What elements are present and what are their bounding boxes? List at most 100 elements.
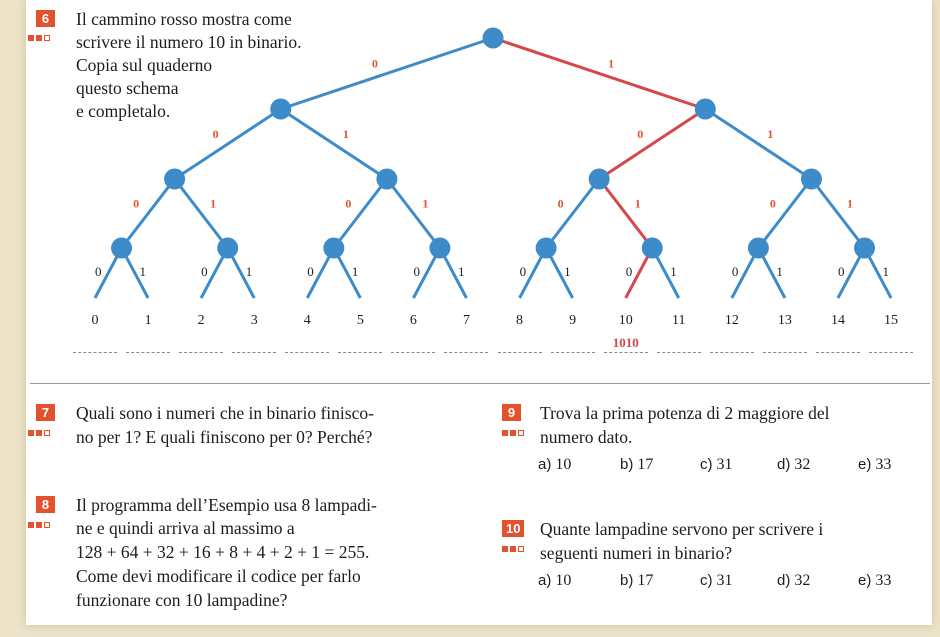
leaf-number: 13: [778, 313, 792, 328]
exercise-6-line-5: e completalo.: [76, 101, 171, 121]
option: d) 32: [777, 456, 810, 474]
tree-node: [747, 237, 769, 259]
path-edge-highlighted: [492, 36, 706, 111]
tree-node: [111, 237, 133, 259]
option: c) 31: [700, 456, 733, 474]
exercise-6-line-3: Copia sul quaderno: [76, 55, 213, 75]
answer-dash: [656, 352, 701, 353]
edge-bit-label: 0: [637, 127, 643, 141]
edge-bit-label: 1: [767, 127, 773, 141]
edge-bit-label: 1: [246, 264, 253, 279]
edge-bit-label: 1: [608, 57, 614, 71]
option-value: 31: [716, 572, 733, 589]
tree-node: [164, 168, 186, 190]
edge-bit-label: 0: [770, 197, 776, 211]
edge-bit-label: 1: [776, 264, 783, 279]
edge-bit-label: 1: [140, 264, 147, 279]
leaf-number: 12: [725, 313, 739, 328]
tree-edge: [332, 178, 389, 249]
answer-dash: [126, 352, 171, 353]
option-value: 33: [875, 456, 892, 473]
tree-edge: [280, 36, 494, 111]
tree-node: [694, 98, 716, 120]
answer-dash: [73, 352, 117, 353]
option-value: 10: [555, 456, 572, 473]
difficulty-indicator: [502, 546, 524, 552]
option-value: 17: [637, 572, 654, 589]
edge-bit-label: 1: [352, 264, 359, 279]
edge-bit-label: 0: [95, 264, 102, 279]
tree-node: [588, 168, 610, 190]
option: a) 10: [538, 456, 571, 474]
edge-bit-label: 1: [210, 197, 216, 211]
edge-bit-label: 1: [458, 264, 465, 279]
edge-bit-label: 0: [372, 57, 378, 71]
leaf-number: 11: [672, 313, 685, 328]
option: c) 31: [700, 572, 733, 590]
option-letter: e): [858, 572, 872, 589]
exercise-8-line-2: ne e quindi arriva al massimo a: [76, 518, 295, 538]
difficulty-indicator: [502, 430, 524, 436]
path-edge-highlighted: [598, 107, 707, 181]
exercise-9-line-2: numero dato.: [540, 427, 633, 447]
exercise-10-line-1: Quante lampadine servono per scrivere i: [540, 519, 824, 539]
option-value: 32: [794, 572, 811, 589]
answer-dash: [497, 352, 542, 353]
option-value: 31: [716, 456, 733, 473]
edge-bit-label: 1: [847, 197, 853, 211]
leaf-number: 2: [198, 313, 205, 328]
option: e) 33: [858, 456, 891, 474]
exercise-7-number: 7: [36, 404, 55, 421]
exercise-6-line-2: scrivere il numero 10 in binario.: [76, 32, 302, 52]
tree-node: [217, 237, 239, 259]
option: d) 32: [777, 572, 810, 590]
result-binary-label: 1010: [613, 335, 639, 350]
option-letter: c): [700, 572, 713, 589]
option-letter: a): [538, 572, 552, 589]
tree-edge: [279, 107, 388, 181]
exercise-10-line-2: seguenti numeri in binario?: [540, 543, 732, 563]
tree-node: [854, 237, 876, 259]
edge-bit-label: 1: [883, 264, 890, 279]
answer-dash: [232, 352, 277, 353]
edge-bit-label: 0: [307, 264, 314, 279]
answer-dash: [603, 352, 648, 353]
tree-edge: [757, 178, 813, 249]
option-letter: e): [858, 456, 872, 473]
option-value: 33: [875, 572, 892, 589]
edge-bit-label: 1: [343, 127, 349, 141]
option-letter: b): [620, 572, 634, 589]
option-letter: a): [538, 456, 552, 473]
tree-edge: [810, 178, 866, 249]
difficulty-indicator: [28, 522, 50, 528]
tree-node: [429, 237, 451, 259]
leaf-number: 5: [357, 313, 364, 328]
edge-bit-label: 0: [133, 197, 139, 211]
tree-edge: [385, 178, 442, 249]
option-letter: d): [777, 572, 791, 589]
edge-bit-label: 1: [422, 197, 428, 211]
exercise-9-number: 9: [502, 404, 521, 421]
answer-dash: [285, 352, 330, 353]
tree-edge: [173, 107, 282, 181]
difficulty-indicator: [28, 35, 50, 41]
tree-node: [800, 168, 822, 190]
option: b) 17: [620, 456, 653, 474]
option: e) 33: [858, 572, 891, 590]
edge-bit-label: 1: [670, 264, 677, 279]
option-letter: c): [700, 456, 713, 473]
option: a) 10: [538, 572, 571, 590]
edge-bit-label: 1: [564, 264, 571, 279]
exercise-7-line-2: no per 1? E quali finiscono per 0? Perch…: [76, 427, 373, 447]
answer-dash: [762, 352, 807, 353]
edge-bit-label: 0: [520, 264, 527, 279]
tree-node: [641, 237, 663, 259]
tree-node: [482, 27, 504, 49]
edge-bit-label: 0: [413, 264, 420, 279]
answer-dash: [444, 352, 489, 353]
tree-edge: [704, 107, 813, 181]
exercise-10-number: 10: [502, 520, 525, 537]
path-edge-highlighted: [597, 178, 654, 249]
binary-tree-diagram: 0 10 1 0 10 1 0 1 0 1 0 10 1 0 1 0 1 0 1 0 1 0 1 0 1 0 10 1 2 3 4 5 6 7 8 9…: [92, 27, 898, 350]
